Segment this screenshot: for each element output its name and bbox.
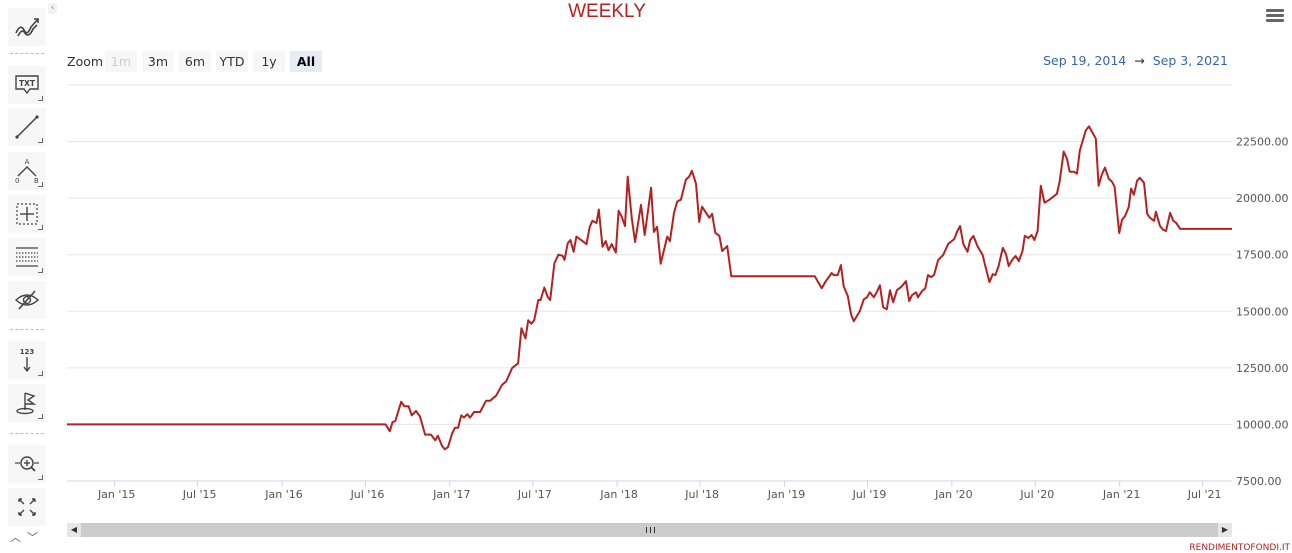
- credits-link[interactable]: RENDIMENTOFONDI.IT: [1189, 543, 1290, 553]
- flag-icon: [16, 392, 37, 415]
- zoom-change-button[interactable]: [8, 445, 46, 483]
- txt-label: TXT: [19, 79, 36, 88]
- toolbar-separator: [10, 433, 44, 434]
- measure-angle-button[interactable]: A 0 B: [8, 152, 46, 190]
- fullscreen-icon: [18, 498, 36, 516]
- date-range: Sep 19, 2014 → Sep 3, 2021: [1043, 53, 1228, 68]
- range-6m-button[interactable]: 6m: [179, 51, 211, 72]
- y-axis: 7500.00 10000.00 12500.00 15000.00 17500.00 2…: [1236, 136, 1289, 488]
- scroll-right-button[interactable]: ▶: [1218, 523, 1232, 537]
- flag-button[interactable]: [8, 384, 46, 422]
- x-tick-label: Jul '16: [350, 488, 385, 501]
- label-b: B: [34, 177, 39, 185]
- txt-callout-icon: TXT: [15, 75, 39, 95]
- x-tick-label: Jul '19: [852, 488, 887, 501]
- y-tick-label: 22500.00: [1236, 136, 1289, 149]
- y-tick-label: 20000.00: [1236, 192, 1289, 205]
- eye-off-icon: [14, 290, 40, 310]
- range-to-input[interactable]: Sep 3, 2021: [1152, 53, 1228, 68]
- range-all-button[interactable]: All: [290, 51, 322, 72]
- x-tick-label: Jan '19: [767, 488, 805, 501]
- line-button[interactable]: [8, 108, 46, 146]
- crosshair-grid-icon: [16, 203, 38, 225]
- x-axis: Jan '15 Jul '15 Jan '16 Jul '16 Jan '17 Jul '…: [67, 480, 1232, 501]
- angle-ab-icon: A 0 B: [15, 158, 39, 185]
- crosshair-button[interactable]: [8, 195, 46, 233]
- toolbar-separator: [10, 329, 44, 330]
- x-tick-label: Jul '21: [1187, 488, 1222, 501]
- label-a: A: [25, 158, 30, 166]
- x-tick-label: Jul '18: [684, 488, 719, 501]
- x-tick-label: Jan '18: [599, 488, 637, 501]
- range-1y-button[interactable]: 1y: [253, 51, 285, 72]
- x-tick-label: Jan '15: [97, 488, 135, 501]
- toolbar-separator: [10, 53, 44, 54]
- hamburger-menu-icon[interactable]: [1266, 9, 1284, 23]
- fibonacci-button[interactable]: [8, 238, 46, 276]
- toolbar-collapse-button[interactable]: ‹: [48, 3, 57, 14]
- trend-lines-icon: [15, 18, 39, 37]
- horizontal-lines-icon: [16, 247, 38, 267]
- scroll-left-button[interactable]: ◀: [67, 523, 81, 537]
- scrollbar-thumb[interactable]: [81, 523, 1218, 537]
- x-tick-label: Jan '20: [934, 488, 972, 501]
- toolbar-scroll-arrows[interactable]: ︿﹀: [10, 531, 44, 544]
- y-tick-label: 17500.00: [1236, 249, 1289, 262]
- y-tick-label: 10000.00: [1236, 418, 1289, 431]
- x-tick-label: Jan '16: [264, 488, 302, 501]
- counter-arrow-icon: 123: [20, 348, 35, 373]
- indicators-button[interactable]: [8, 8, 46, 46]
- series-line: [67, 125, 1232, 451]
- range-from-input[interactable]: Sep 19, 2014: [1043, 53, 1127, 68]
- fullscreen-button[interactable]: [8, 488, 46, 526]
- y-tick-label: 15000.00: [1236, 305, 1289, 318]
- x-tick-label: Jan '17: [432, 488, 470, 501]
- toggle-annotations-button[interactable]: [8, 281, 46, 319]
- range-arrow: →: [1134, 53, 1145, 68]
- x-tick-label: Jul '17: [517, 488, 552, 501]
- x-tick-label: Jul '15: [182, 488, 217, 501]
- label-0: 0: [15, 177, 19, 185]
- text-annotation-button[interactable]: TXT: [8, 66, 46, 104]
- zoom-label: Zoom: [67, 54, 104, 69]
- y-tick-label: 7500.00: [1236, 475, 1282, 488]
- line-segment-icon: [15, 115, 39, 139]
- counter-label: 123: [20, 348, 35, 356]
- y-tick-label: 12500.00: [1236, 362, 1289, 375]
- range-1m-button[interactable]: 1m: [105, 51, 137, 72]
- grid-lines: [67, 84, 1232, 425]
- range-3m-button[interactable]: 3m: [142, 51, 174, 72]
- x-tick-label: Jan '21: [1102, 488, 1140, 501]
- range-ytd-button[interactable]: YTD: [216, 51, 248, 72]
- scrollbar[interactable]: ◀ ▶: [67, 523, 1232, 537]
- vertical-counter-button[interactable]: 123: [8, 341, 46, 379]
- grip-icon: [645, 527, 655, 533]
- chart-title: WEEKLY: [568, 1, 646, 22]
- zoom-pan-icon: [15, 456, 39, 472]
- x-tick-label: Jul '20: [1019, 488, 1054, 501]
